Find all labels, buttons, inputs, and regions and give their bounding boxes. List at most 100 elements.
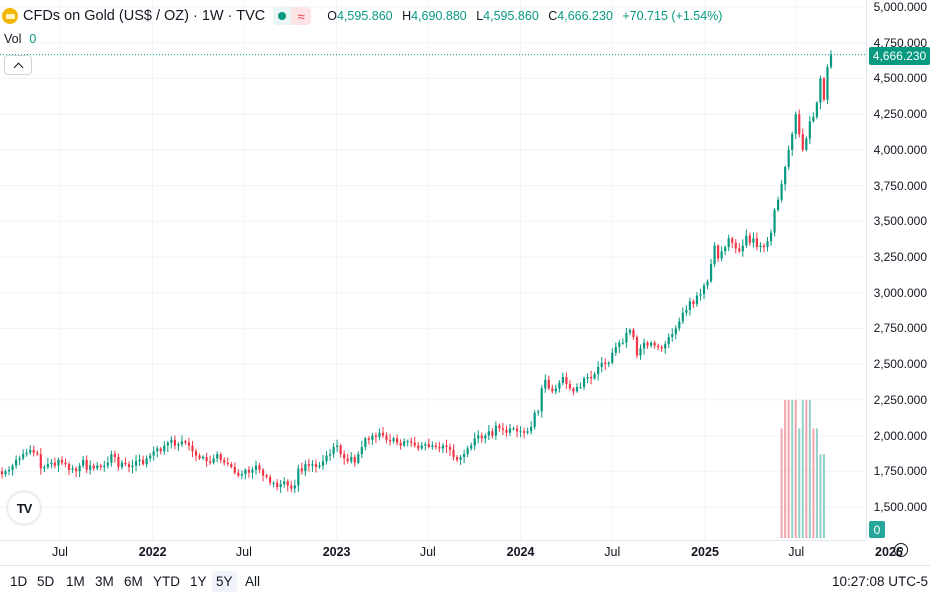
candle-body bbox=[706, 281, 709, 286]
candle-body bbox=[540, 388, 543, 412]
open-label: O bbox=[327, 9, 337, 23]
candle-body bbox=[692, 301, 695, 305]
volume-bar bbox=[815, 428, 818, 538]
candle-body bbox=[773, 209, 776, 233]
volume-bar bbox=[798, 428, 801, 538]
settings-icon[interactable] bbox=[894, 543, 908, 557]
range-button-5y[interactable]: 5Y bbox=[212, 571, 237, 592]
market-open-dot-icon[interactable] bbox=[273, 7, 292, 25]
candle-body bbox=[530, 427, 533, 432]
candle-body bbox=[173, 439, 176, 446]
candle-body bbox=[32, 449, 35, 453]
candle-body bbox=[808, 121, 811, 139]
candle-body bbox=[466, 448, 469, 455]
candle-body bbox=[350, 457, 353, 462]
candle-body bbox=[385, 435, 388, 440]
candle-body bbox=[561, 377, 564, 383]
candle-body bbox=[801, 134, 804, 150]
price-tick-label: 3,250.000 bbox=[873, 250, 927, 264]
range-button-1y[interactable]: 1Y bbox=[190, 574, 207, 589]
candle-body bbox=[681, 312, 684, 322]
candle-body bbox=[498, 425, 501, 429]
candle-body bbox=[572, 388, 575, 392]
candle-body bbox=[829, 54, 833, 67]
candle-body bbox=[170, 439, 173, 443]
candle-body bbox=[36, 452, 39, 455]
candle-body bbox=[410, 441, 413, 443]
candle-body bbox=[639, 348, 642, 356]
time-axis[interactable]: Jul 2022 Jul 2023 Jul 2024 Jul 2025 Jul 2026 bbox=[0, 540, 903, 565]
candle-body bbox=[15, 459, 18, 466]
candle-body bbox=[29, 449, 32, 453]
candle-body bbox=[759, 245, 762, 247]
range-button-3m[interactable]: 3M bbox=[95, 574, 114, 589]
range-button-5d[interactable]: 5D bbox=[37, 574, 55, 589]
candle-body bbox=[734, 242, 737, 249]
price-chart[interactable] bbox=[0, 0, 866, 540]
candle-body bbox=[551, 388, 554, 392]
candle-body bbox=[4, 471, 7, 475]
candle-body bbox=[501, 428, 505, 430]
candle-body bbox=[216, 454, 219, 459]
candle-body bbox=[177, 444, 180, 446]
volume-bar bbox=[808, 399, 811, 538]
candle-body bbox=[621, 342, 624, 344]
candle-body bbox=[766, 241, 769, 247]
candle-body bbox=[762, 245, 766, 247]
price-tick-label: 4,500.000 bbox=[873, 71, 927, 86]
candle-body bbox=[304, 464, 307, 472]
tradingview-logo[interactable]: TV bbox=[8, 492, 40, 524]
candle-body bbox=[25, 452, 28, 455]
candle-body bbox=[632, 329, 635, 337]
candle-body bbox=[226, 462, 229, 465]
volume-bar bbox=[805, 399, 808, 538]
candle-body bbox=[448, 447, 452, 450]
candle-body bbox=[526, 431, 529, 433]
status-pill[interactable]: ≈ bbox=[273, 7, 312, 25]
candle-body bbox=[491, 431, 494, 436]
candle-body bbox=[46, 464, 49, 467]
candle-body bbox=[57, 459, 60, 466]
candle-body bbox=[74, 468, 78, 472]
candle-body bbox=[22, 454, 25, 459]
range-button-1m[interactable]: 1M bbox=[66, 574, 85, 589]
high-value: 4,690.880 bbox=[411, 9, 467, 23]
candle-body bbox=[769, 232, 773, 242]
candle-body bbox=[134, 461, 138, 466]
symbol-title[interactable]: CFDs on Gold (US$ / OZ) · 1W · TVC bbox=[23, 8, 266, 24]
candle-body bbox=[625, 332, 628, 343]
candle-body bbox=[417, 445, 420, 449]
candle-body bbox=[565, 377, 568, 385]
candle-body bbox=[120, 462, 124, 467]
candle-body bbox=[822, 78, 826, 100]
open-value: 4,595.860 bbox=[336, 9, 393, 23]
candle-body bbox=[635, 337, 639, 356]
range-button-6m[interactable]: 6M bbox=[124, 574, 143, 589]
candle-body bbox=[279, 484, 282, 487]
candle-body bbox=[201, 457, 205, 459]
candle-body bbox=[424, 444, 427, 446]
close-label: C bbox=[548, 9, 558, 23]
candle-body bbox=[618, 342, 621, 347]
range-button-all[interactable]: All bbox=[245, 574, 261, 589]
range-button-1d[interactable]: 1D bbox=[10, 574, 28, 589]
candle-body bbox=[99, 465, 102, 467]
candle-body bbox=[593, 374, 596, 379]
candle-body bbox=[455, 457, 459, 460]
candle-body bbox=[346, 458, 349, 462]
candle-body bbox=[657, 345, 660, 347]
candle-body bbox=[794, 114, 797, 135]
price-axis[interactable]: 5,000.000 4,750.000 4,500.000 4,250.000 4,00… bbox=[866, 0, 930, 540]
candle-body bbox=[805, 138, 808, 150]
candle-body bbox=[544, 379, 547, 389]
range-button-ytd[interactable]: YTD bbox=[153, 574, 180, 589]
candle-body bbox=[427, 444, 430, 447]
collapse-legend-button[interactable] bbox=[4, 55, 32, 75]
candle-body bbox=[628, 329, 632, 333]
clock[interactable]: 10:27:08 UTC-5 bbox=[831, 574, 928, 589]
candle-body bbox=[470, 445, 473, 449]
volume-bar bbox=[812, 428, 815, 538]
candle-body bbox=[554, 388, 557, 392]
delayed-data-icon[interactable]: ≈ bbox=[291, 7, 312, 25]
